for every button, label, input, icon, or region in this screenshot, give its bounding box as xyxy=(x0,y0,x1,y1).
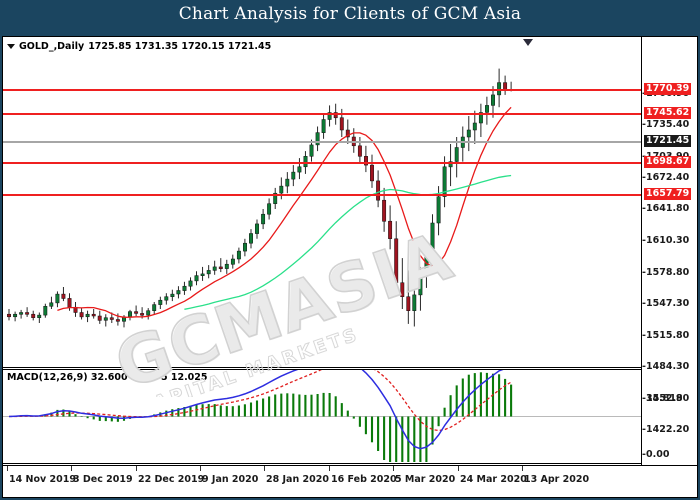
current-price-line[interactable] xyxy=(3,141,641,143)
date-tick xyxy=(522,466,523,471)
date-tick-label: 22 Dec 2019 xyxy=(138,474,205,485)
symbol-ohlc-values: 1725.85 1731.35 1720.15 1721.45 xyxy=(88,41,272,52)
macd-tick-label: -0.00 xyxy=(642,449,670,460)
level-line-1657[interactable] xyxy=(3,194,641,196)
price-pane[interactable] xyxy=(3,37,641,366)
pane-divider-top xyxy=(3,367,641,368)
date-tick xyxy=(7,466,8,471)
date-tick xyxy=(393,466,394,471)
macd-header: MACD(12,26,9) 32.600 20.575 12.025 xyxy=(7,372,208,383)
price-tick-label: -1641.80 xyxy=(642,203,690,214)
date-tick-label: 5 Mar 2020 xyxy=(395,474,456,485)
price-tick-label: -1422.20 xyxy=(642,424,690,435)
chart-frame: GOLD_,Daily 1725.85 1731.35 1720.15 1721… xyxy=(2,36,698,498)
date-tick xyxy=(264,466,265,471)
pane-divider-bottom xyxy=(3,463,641,464)
level-price-tag[interactable]: 1657.79 xyxy=(644,188,692,200)
level-line-1745[interactable] xyxy=(3,113,641,115)
macd-tick-label: 35.819 xyxy=(646,393,683,404)
chart-marker-icon xyxy=(523,39,533,46)
date-tick xyxy=(71,466,72,471)
level-price-tag[interactable]: 1770.39 xyxy=(644,83,692,95)
price-axis-rule xyxy=(641,37,642,465)
chevron-down-icon[interactable] xyxy=(7,44,15,49)
price-tick-label: -1547.30 xyxy=(642,298,690,309)
price-tick-label: -1578.80 xyxy=(642,267,690,278)
price-tick-label: -1515.80 xyxy=(642,330,690,341)
date-tick-label: 14 Nov 2019 xyxy=(9,474,76,485)
price-tick-label: -1452.80 xyxy=(642,393,690,404)
date-tick-label: 13 Apr 2020 xyxy=(524,474,590,485)
price-tick-label: -1735.40 xyxy=(642,119,690,130)
date-tick xyxy=(458,466,459,471)
date-tick-label: 9 Jan 2020 xyxy=(202,474,259,485)
date-axis[interactable]: 14 Nov 2019 3 Dec 2019 22 Dec 2019 9 Jan 20… xyxy=(3,466,697,497)
candlestick-plot xyxy=(7,68,514,328)
level-line-1770[interactable] xyxy=(3,89,641,91)
date-tick-label: 28 Jan 2020 xyxy=(266,474,329,485)
date-tick-label: 3 Dec 2019 xyxy=(73,474,133,485)
price-tick-label: -1610.30 xyxy=(642,235,690,246)
date-tick xyxy=(329,466,330,471)
macd-pane[interactable] xyxy=(3,370,641,462)
symbol-name: GOLD_,Daily xyxy=(19,41,85,52)
price-tick-label: -1672.40 xyxy=(642,172,690,183)
price-tick-label: -1484.30 xyxy=(642,361,690,372)
date-tick-label: 24 Mar 2020 xyxy=(460,474,527,485)
price-axis[interactable]: -1766.90-1735.40-1703.90-1672.40-1641.80… xyxy=(642,37,697,465)
page-title: Chart Analysis for Clients of GCM Asia xyxy=(178,4,522,24)
window-titlebar: Chart Analysis for Clients of GCM Asia xyxy=(0,0,700,36)
level-line-1698[interactable] xyxy=(3,162,641,164)
current-price-tag[interactable]: 1721.45 xyxy=(644,135,692,147)
pane-divider-top-2 xyxy=(3,369,641,370)
level-price-tag[interactable]: 1745.62 xyxy=(644,107,692,119)
level-price-tag[interactable]: 1698.67 xyxy=(644,156,692,168)
macd-plot xyxy=(3,370,641,462)
symbol-header[interactable]: GOLD_,Daily 1725.85 1731.35 1720.15 1721… xyxy=(7,40,271,53)
date-tick xyxy=(200,466,201,471)
date-axis-rule xyxy=(3,465,697,466)
date-tick-label: 16 Feb 2020 xyxy=(331,474,397,485)
date-tick xyxy=(136,466,137,471)
